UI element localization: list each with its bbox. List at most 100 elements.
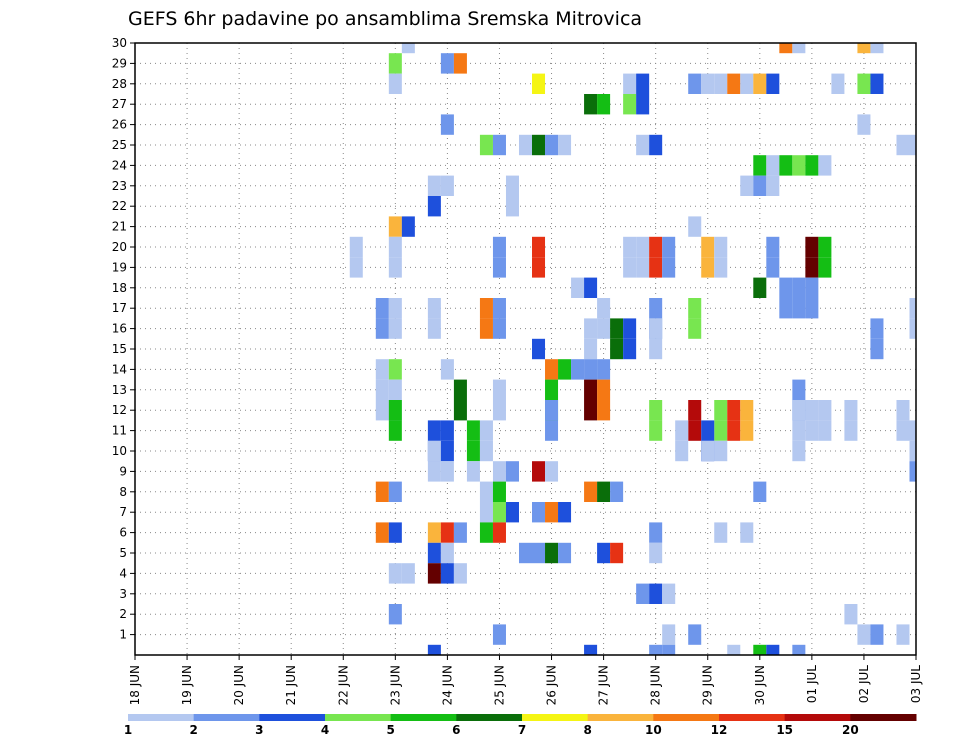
heatmap-cell: [440, 359, 454, 380]
heatmap-cell: [597, 542, 611, 564]
heatmap-cell: [714, 420, 728, 441]
heatmap-cell: [792, 644, 806, 655]
heatmap-cell: [792, 298, 806, 319]
heatmap-cell: [896, 420, 910, 441]
heatmap-cell: [492, 624, 506, 645]
heatmap-cell: [636, 257, 650, 278]
y-tick-label: 29: [112, 56, 127, 70]
heatmap-cell: [505, 461, 519, 482]
heatmap-cell: [492, 481, 506, 502]
heatmap-cell: [388, 604, 402, 625]
heatmap-cell: [479, 420, 493, 441]
heatmap-cell: [805, 155, 819, 176]
heatmap-cell: [440, 440, 454, 462]
heatmap-cell: [792, 440, 806, 462]
heatmap-cell: [532, 73, 546, 94]
heatmap-cell: [779, 155, 793, 176]
heatmap-cell: [805, 257, 819, 278]
heatmap-cell: [427, 644, 441, 655]
heatmap-cell: [701, 440, 715, 462]
legend-label: 8: [583, 723, 591, 737]
heatmap-cell: [753, 481, 767, 502]
heatmap-cell: [453, 400, 467, 421]
legend-swatch: [456, 714, 523, 721]
heatmap-cell: [532, 236, 546, 258]
x-tick-label: 25 JUN: [492, 665, 506, 705]
x-tick-label: 03 JUL: [909, 665, 923, 703]
heatmap-cell: [662, 644, 676, 655]
heatmap-cell: [427, 440, 441, 462]
heatmap-cell: [818, 155, 832, 176]
heatmap-cell: [792, 400, 806, 421]
heatmap-cell: [792, 43, 806, 54]
legend-swatch: [325, 714, 392, 721]
heatmap-cell: [440, 563, 454, 584]
heatmap-cell: [466, 461, 480, 482]
heatmap-cell: [440, 420, 454, 441]
y-tick-label: 5: [119, 546, 127, 560]
heatmap-cell: [440, 175, 454, 196]
heatmap-cell: [388, 379, 402, 400]
heatmap-cell: [701, 257, 715, 278]
y-tick-label: 22: [112, 199, 127, 213]
heatmap-cell: [492, 400, 506, 421]
heatmap-cell: [584, 400, 598, 421]
heatmap-cell: [453, 563, 467, 584]
heatmap-cell: [740, 420, 754, 441]
y-tick-label: 27: [112, 97, 127, 111]
legend-label: 3: [255, 723, 263, 737]
legend-swatch: [390, 714, 457, 721]
heatmap-cell: [571, 359, 585, 380]
heatmap-cell: [792, 379, 806, 400]
legend-label: 20: [842, 723, 859, 737]
heatmap-cell: [740, 400, 754, 421]
heatmap-cell: [753, 73, 767, 94]
heatmap-cell: [857, 73, 871, 94]
heatmap-cell: [427, 461, 441, 482]
heatmap-cell: [649, 400, 663, 421]
heatmap-cell: [766, 175, 780, 196]
heatmap-cell: [610, 542, 624, 564]
heatmap-cell: [571, 277, 585, 298]
legend-label: 15: [776, 723, 793, 737]
heatmap-cell: [662, 624, 676, 645]
heatmap-cell: [388, 522, 402, 543]
heatmap-cell: [492, 298, 506, 319]
heatmap-cell: [597, 359, 611, 380]
x-tick-label: 02 JUL: [857, 665, 871, 703]
heatmap-cell: [427, 522, 441, 543]
y-tick-label: 20: [112, 240, 127, 254]
y-tick-label: 1: [119, 628, 127, 642]
cells-layer: [349, 43, 916, 655]
heatmap-cell: [909, 440, 916, 462]
x-tick-label: 23 JUN: [388, 665, 402, 705]
heatmap-cell: [401, 563, 415, 584]
legend-label: 12: [711, 723, 728, 737]
heatmap-cell: [714, 400, 728, 421]
heatmap-cell: [831, 73, 845, 94]
heatmap-cell: [375, 522, 389, 543]
y-tick-label: 23: [112, 179, 127, 193]
heatmap-cell: [636, 583, 650, 604]
y-axis: 1234567891011121314151617181920212223242…: [112, 36, 135, 642]
heatmap-cell: [662, 583, 676, 604]
heatmap-cell: [766, 73, 780, 94]
heatmap-cell: [857, 43, 871, 54]
y-tick-label: 14: [112, 362, 127, 376]
heatmap-cell: [388, 73, 402, 94]
heatmap-cell: [870, 73, 884, 94]
heatmap-cell: [505, 196, 519, 217]
heatmap-cell: [532, 338, 546, 360]
heatmap-cell: [427, 196, 441, 217]
heatmap-cell: [584, 644, 598, 655]
y-tick-label: 10: [112, 444, 127, 458]
x-tick-label: 20 JUN: [232, 665, 246, 705]
heatmap-cell: [479, 440, 493, 462]
heatmap-cell: [805, 420, 819, 441]
heatmap-cell: [492, 522, 506, 543]
x-tick-label: 01 JUL: [805, 665, 819, 703]
heatmap-cell: [649, 583, 663, 604]
heatmap-cell: [727, 400, 741, 421]
heatmap-cell: [636, 73, 650, 94]
